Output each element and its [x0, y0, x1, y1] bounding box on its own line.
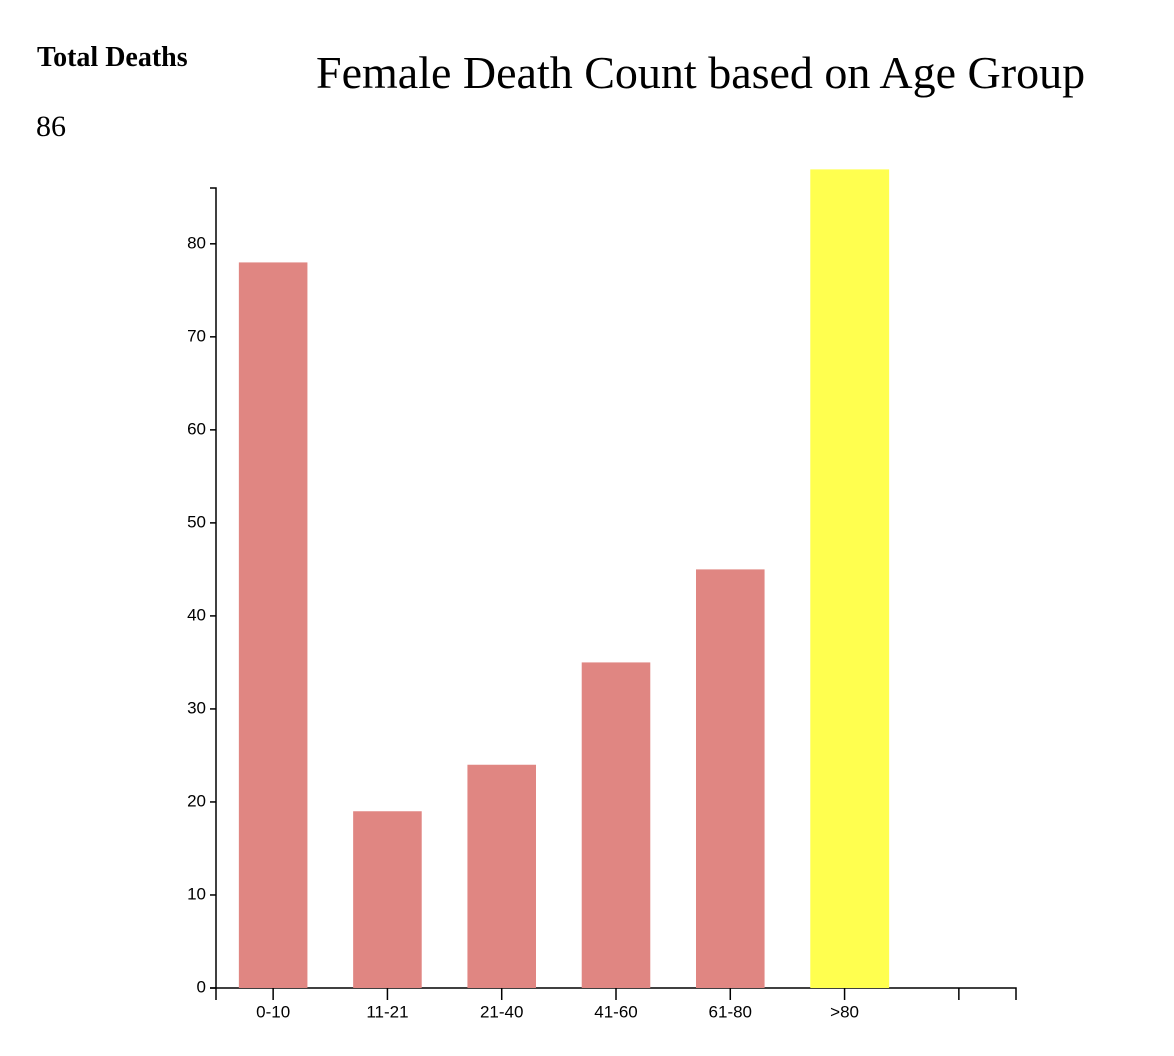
bar-61-80[interactable]: [696, 569, 765, 988]
x-tick-label: 0-10: [256, 1002, 290, 1021]
y-axis-line: [210, 187, 217, 989]
y-tick-label: 0: [197, 977, 206, 996]
total-deaths-value: 86: [36, 110, 66, 143]
x-axis: 0-10 11-21 21-40 41-60 61-80 >80: [215, 987, 1017, 1021]
y-tick-label: 30: [187, 698, 206, 717]
x-tick-label: >80: [830, 1002, 859, 1021]
y-tick-label: 50: [187, 512, 206, 531]
bar->80[interactable]: [810, 169, 890, 988]
y-axis: 0 10 20 30 40 50 60 70 80: [187, 187, 217, 996]
bar-11-21[interactable]: [353, 811, 422, 988]
x-tick-label: 41-60: [594, 1002, 637, 1021]
y-tick-label: 10: [187, 884, 206, 903]
bar-0-10[interactable]: [238, 262, 308, 989]
y-tick-label: 20: [187, 791, 206, 810]
bars: [238, 169, 890, 989]
y-tick-label: 60: [187, 419, 206, 438]
bar-41-60[interactable]: [581, 662, 651, 988]
x-tick-label: 11-21: [366, 1002, 408, 1021]
x-tick-label: 21-40: [480, 1002, 523, 1021]
total-deaths-label: Total Deaths: [37, 42, 188, 73]
x-tick-label: 61-80: [709, 1002, 752, 1021]
y-tick-label: 40: [187, 605, 206, 624]
y-tick-label: 70: [187, 326, 206, 345]
bar-21-40[interactable]: [467, 764, 536, 988]
y-tick-label: 80: [187, 233, 206, 252]
chart-title: Female Death Count based on Age Group: [316, 47, 1086, 98]
